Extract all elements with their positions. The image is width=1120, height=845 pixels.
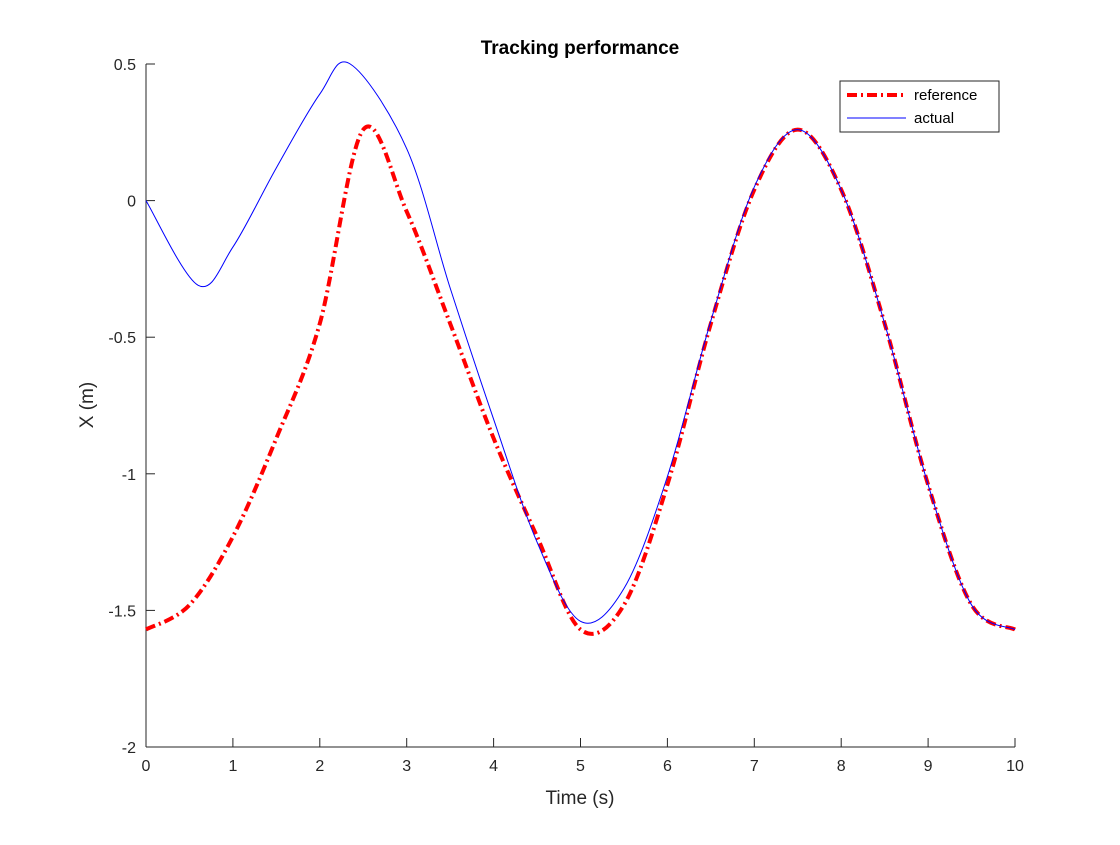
plot-area	[146, 64, 1015, 747]
x-tick-label: 6	[663, 758, 672, 775]
legend: reference actual	[839, 80, 1000, 133]
x-tick-label: 10	[1006, 758, 1024, 775]
legend-box	[839, 80, 1000, 133]
y-tick-label: -2	[122, 740, 136, 757]
series-line-reference	[145, 124, 1016, 636]
x-tick-label: 5	[576, 758, 585, 775]
axes: 0 1 2 3 4 5 6 7 8 9 10 -2 -1.5 -1 -0.5 0 0.5	[108, 57, 1024, 775]
y-tick-label: -1	[122, 467, 136, 484]
legend-label-reference: reference	[914, 87, 977, 104]
x-tick-label: 1	[228, 758, 237, 775]
x-tick-label: 3	[402, 758, 411, 775]
x-tick-label: 9	[924, 758, 933, 775]
x-tick-label: 2	[315, 758, 324, 775]
y-tick-label: 0	[127, 194, 136, 211]
x-tick-label: 7	[750, 758, 759, 775]
y-tick-label: 0.5	[114, 57, 136, 74]
series-line-actual	[145, 61, 1016, 630]
x-tick-label: 0	[142, 758, 151, 775]
legend-label-actual: actual	[914, 110, 954, 127]
x-tick-label: 8	[837, 758, 846, 775]
y-tick-label: -0.5	[108, 330, 136, 347]
series-layer	[145, 61, 1016, 636]
x-tick-label: 4	[489, 758, 498, 775]
y-tick-label: -1.5	[108, 603, 136, 620]
y-axis-label: X (m)	[77, 382, 98, 428]
x-axis-label: Time (s)	[546, 788, 615, 809]
chart-title: Tracking performance	[481, 38, 680, 59]
